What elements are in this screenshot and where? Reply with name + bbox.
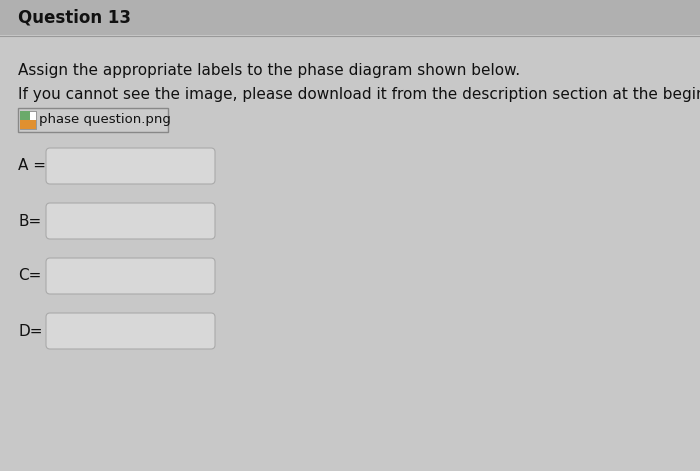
Text: If you cannot see the image, please download it from the description section at : If you cannot see the image, please down… bbox=[18, 88, 700, 103]
FancyBboxPatch shape bbox=[46, 148, 215, 184]
FancyBboxPatch shape bbox=[18, 108, 168, 132]
Text: B=: B= bbox=[18, 213, 41, 228]
Text: A =: A = bbox=[18, 159, 46, 173]
Text: Assign the appropriate labels to the phase diagram shown below.: Assign the appropriate labels to the pha… bbox=[18, 63, 520, 78]
Text: Question 13: Question 13 bbox=[18, 8, 131, 26]
Text: phase question.png: phase question.png bbox=[39, 114, 171, 127]
FancyBboxPatch shape bbox=[46, 203, 215, 239]
FancyBboxPatch shape bbox=[20, 120, 36, 129]
FancyBboxPatch shape bbox=[20, 111, 36, 129]
FancyBboxPatch shape bbox=[20, 111, 29, 120]
Text: D=: D= bbox=[18, 324, 43, 339]
FancyBboxPatch shape bbox=[46, 258, 215, 294]
FancyBboxPatch shape bbox=[46, 313, 215, 349]
FancyBboxPatch shape bbox=[0, 0, 700, 35]
Text: C=: C= bbox=[18, 268, 41, 284]
